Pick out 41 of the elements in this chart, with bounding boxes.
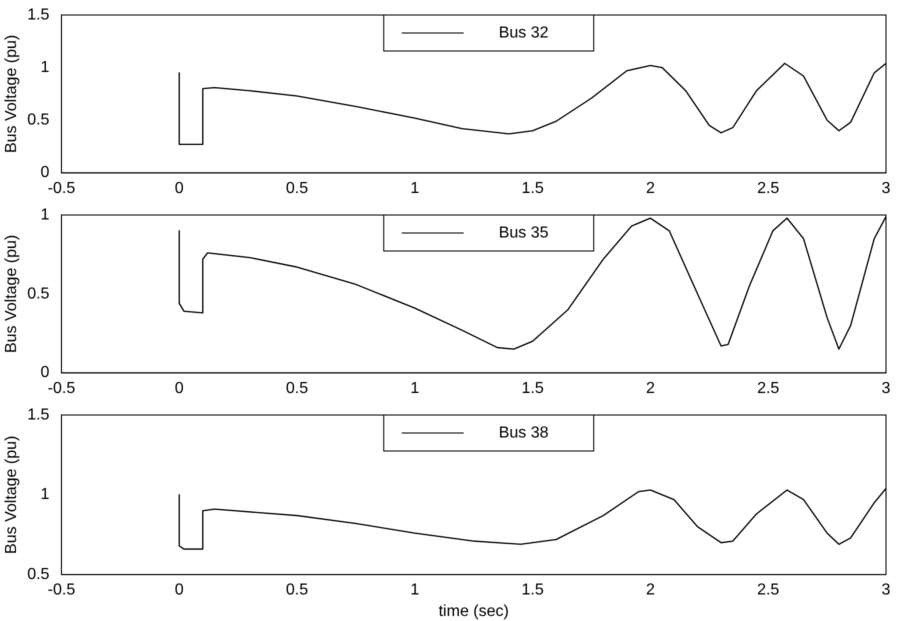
x-tick-label: 0 (174, 380, 184, 397)
y-tick-label: 1.5 (27, 6, 50, 24)
x-tick-label: 0.5 (286, 582, 308, 599)
x-tick-label: 3 (882, 380, 891, 397)
y-tick-label: 1 (40, 206, 50, 224)
x-tick-label: 1.5 (521, 582, 544, 599)
x-tick-label: 0.5 (286, 380, 308, 397)
x-tick-label: 1.5 (521, 180, 544, 197)
x-tick-label: 1 (410, 380, 420, 397)
y-tick-label: 1.5 (27, 406, 50, 424)
x-tick-label: 2.5 (757, 380, 780, 397)
legend-label: Bus 35 (498, 224, 549, 242)
x-tick-label: 2.5 (757, 180, 780, 197)
x-tick-label: 0 (174, 582, 184, 599)
x-tick-label: 2 (646, 180, 655, 197)
x-tick-label: 3 (882, 180, 891, 197)
x-tick-label: -0.5 (48, 380, 76, 397)
x-tick-label: 2.5 (757, 582, 780, 599)
y-axis-title: Bus Voltage (pu) (3, 34, 20, 154)
x-tick-label: -0.5 (48, 582, 76, 599)
x-tick-label: 3 (882, 582, 891, 599)
y-tick-label: 0 (40, 164, 50, 182)
y-axis-title: Bus Voltage (pu) (3, 436, 20, 554)
x-tick-label: -0.5 (48, 180, 76, 197)
x-tick-label: 0.5 (286, 180, 308, 197)
y-tick-label: 0.5 (27, 285, 50, 302)
x-tick-label: 1 (410, 582, 420, 599)
x-tick-label: 0 (174, 180, 184, 197)
x-tick-label: 1.5 (521, 380, 544, 397)
legend-label: Bus 38 (498, 424, 549, 442)
y-tick-label: 1 (40, 486, 50, 504)
y-tick-label: 0.5 (27, 112, 50, 129)
y-tick-label: 1 (40, 59, 50, 76)
x-tick-label: 1 (410, 180, 420, 197)
x-tick-label: 2 (646, 380, 655, 397)
y-tick-label: 0.5 (27, 566, 50, 584)
y-axis-title: Bus Voltage (pu) (3, 234, 20, 354)
y-tick-label: 0 (40, 364, 50, 382)
legend-label: Bus 32 (498, 24, 549, 42)
x-axis-title: time (sec) (438, 602, 509, 620)
x-tick-label: 2 (646, 582, 655, 599)
